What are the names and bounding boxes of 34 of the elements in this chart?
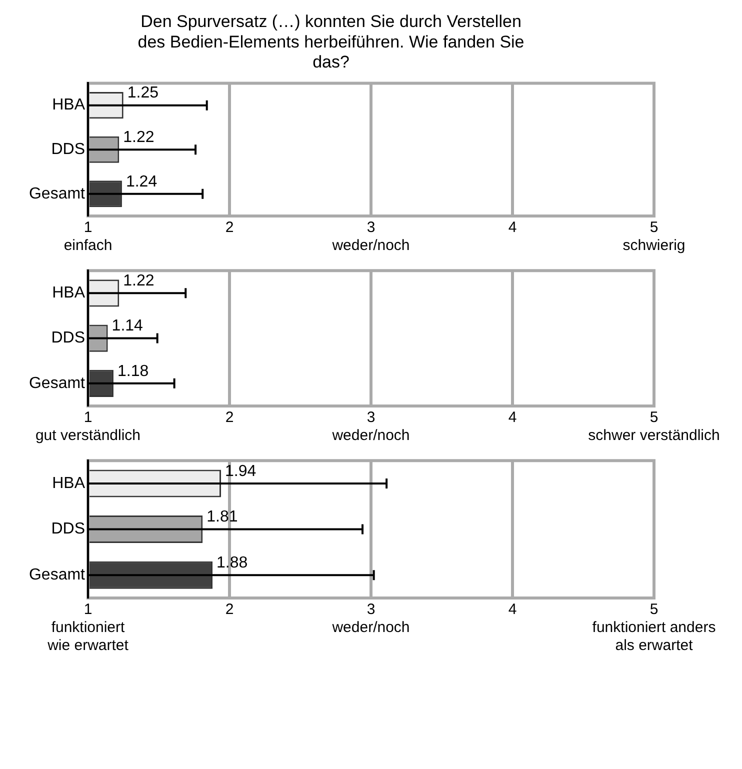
y-tick-label: DDS (51, 141, 85, 158)
x-tick-label: 3 weder/noch (331, 219, 410, 254)
y-tick-label: Gesamt (28, 185, 86, 202)
x-tick-label: 4 (508, 601, 517, 618)
x-tick-label: 1 funktioniert wie erwartet (46, 601, 130, 654)
data-label: 1.22 (123, 272, 154, 290)
x-tick-label: 3 weder/noch (331, 601, 410, 636)
x-tick-label: 1 einfach (64, 219, 112, 254)
x-tick-label: 4 (508, 409, 517, 426)
x-tick-label: 5 schwer verständlich (588, 409, 720, 444)
x-tick-label: 5 schwierig (622, 219, 686, 254)
y-tick-label: HBA (52, 474, 86, 492)
x-tick-label: 1 gut verständlich (35, 409, 141, 444)
data-label: 1.18 (117, 362, 149, 380)
data-label: 1.22 (123, 129, 154, 146)
y-tick-label: HBA (52, 96, 86, 114)
data-label: 1.94 (225, 462, 256, 480)
x-tick-label: 2 (225, 409, 234, 426)
x-tick-label: 2 (225, 601, 234, 618)
y-tick-label: DDS (51, 330, 85, 347)
x-tick-label: 2 (225, 219, 234, 236)
x-tick-label: 4 (508, 219, 517, 236)
data-label: 1.88 (216, 554, 248, 572)
x-tick-label: 3 weder/noch (331, 409, 410, 444)
chart-title: Den Spurversatz (…) konnten Sie durch Verstellen des Bedien-Elements herbeiführen. Wie fanden Sie das? (138, 12, 524, 72)
data-label: 1.24 (126, 173, 158, 190)
data-label: 1.14 (112, 318, 144, 335)
y-tick-label: DDS (51, 520, 85, 538)
y-tick-label: HBA (52, 284, 86, 302)
x-tick-label: 5 funktioniert anders als erwartet (592, 601, 716, 654)
y-tick-label: Gesamt (28, 374, 86, 392)
y-tick-label: Gesamt (28, 566, 86, 584)
data-label: 1.25 (127, 84, 159, 102)
data-label: 1.81 (206, 508, 238, 526)
